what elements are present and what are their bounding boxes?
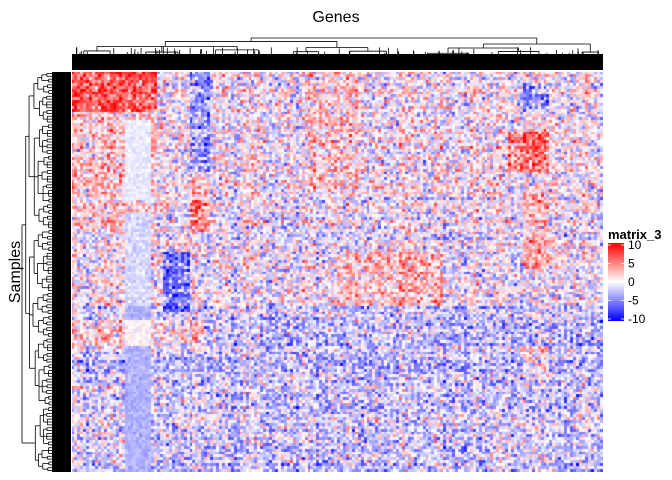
row-leaf-strip [52, 72, 71, 472]
legend-tick-label: 0 [628, 275, 635, 289]
column-leaf-strip [72, 54, 603, 70]
legend-tick-label: 10 [628, 238, 642, 252]
row-dendrogram [21, 73, 52, 471]
legend-tick-label: -5 [628, 294, 639, 308]
legend-tick-label: -10 [628, 312, 646, 326]
legend-color-bar [608, 243, 624, 321]
heatmap-body [72, 72, 603, 472]
legend-tick-label: 5 [628, 257, 635, 271]
row-title: Samples [7, 241, 24, 303]
column-label-ticks [72, 47, 603, 70]
legend-title: matrix_3 [608, 227, 661, 242]
row-label-ticks [52, 72, 71, 472]
column-title: Genes [312, 9, 359, 26]
heatmap-cells [72, 72, 603, 472]
color-legend: matrix_3 10 5 0 -5 -10 [608, 227, 661, 326]
